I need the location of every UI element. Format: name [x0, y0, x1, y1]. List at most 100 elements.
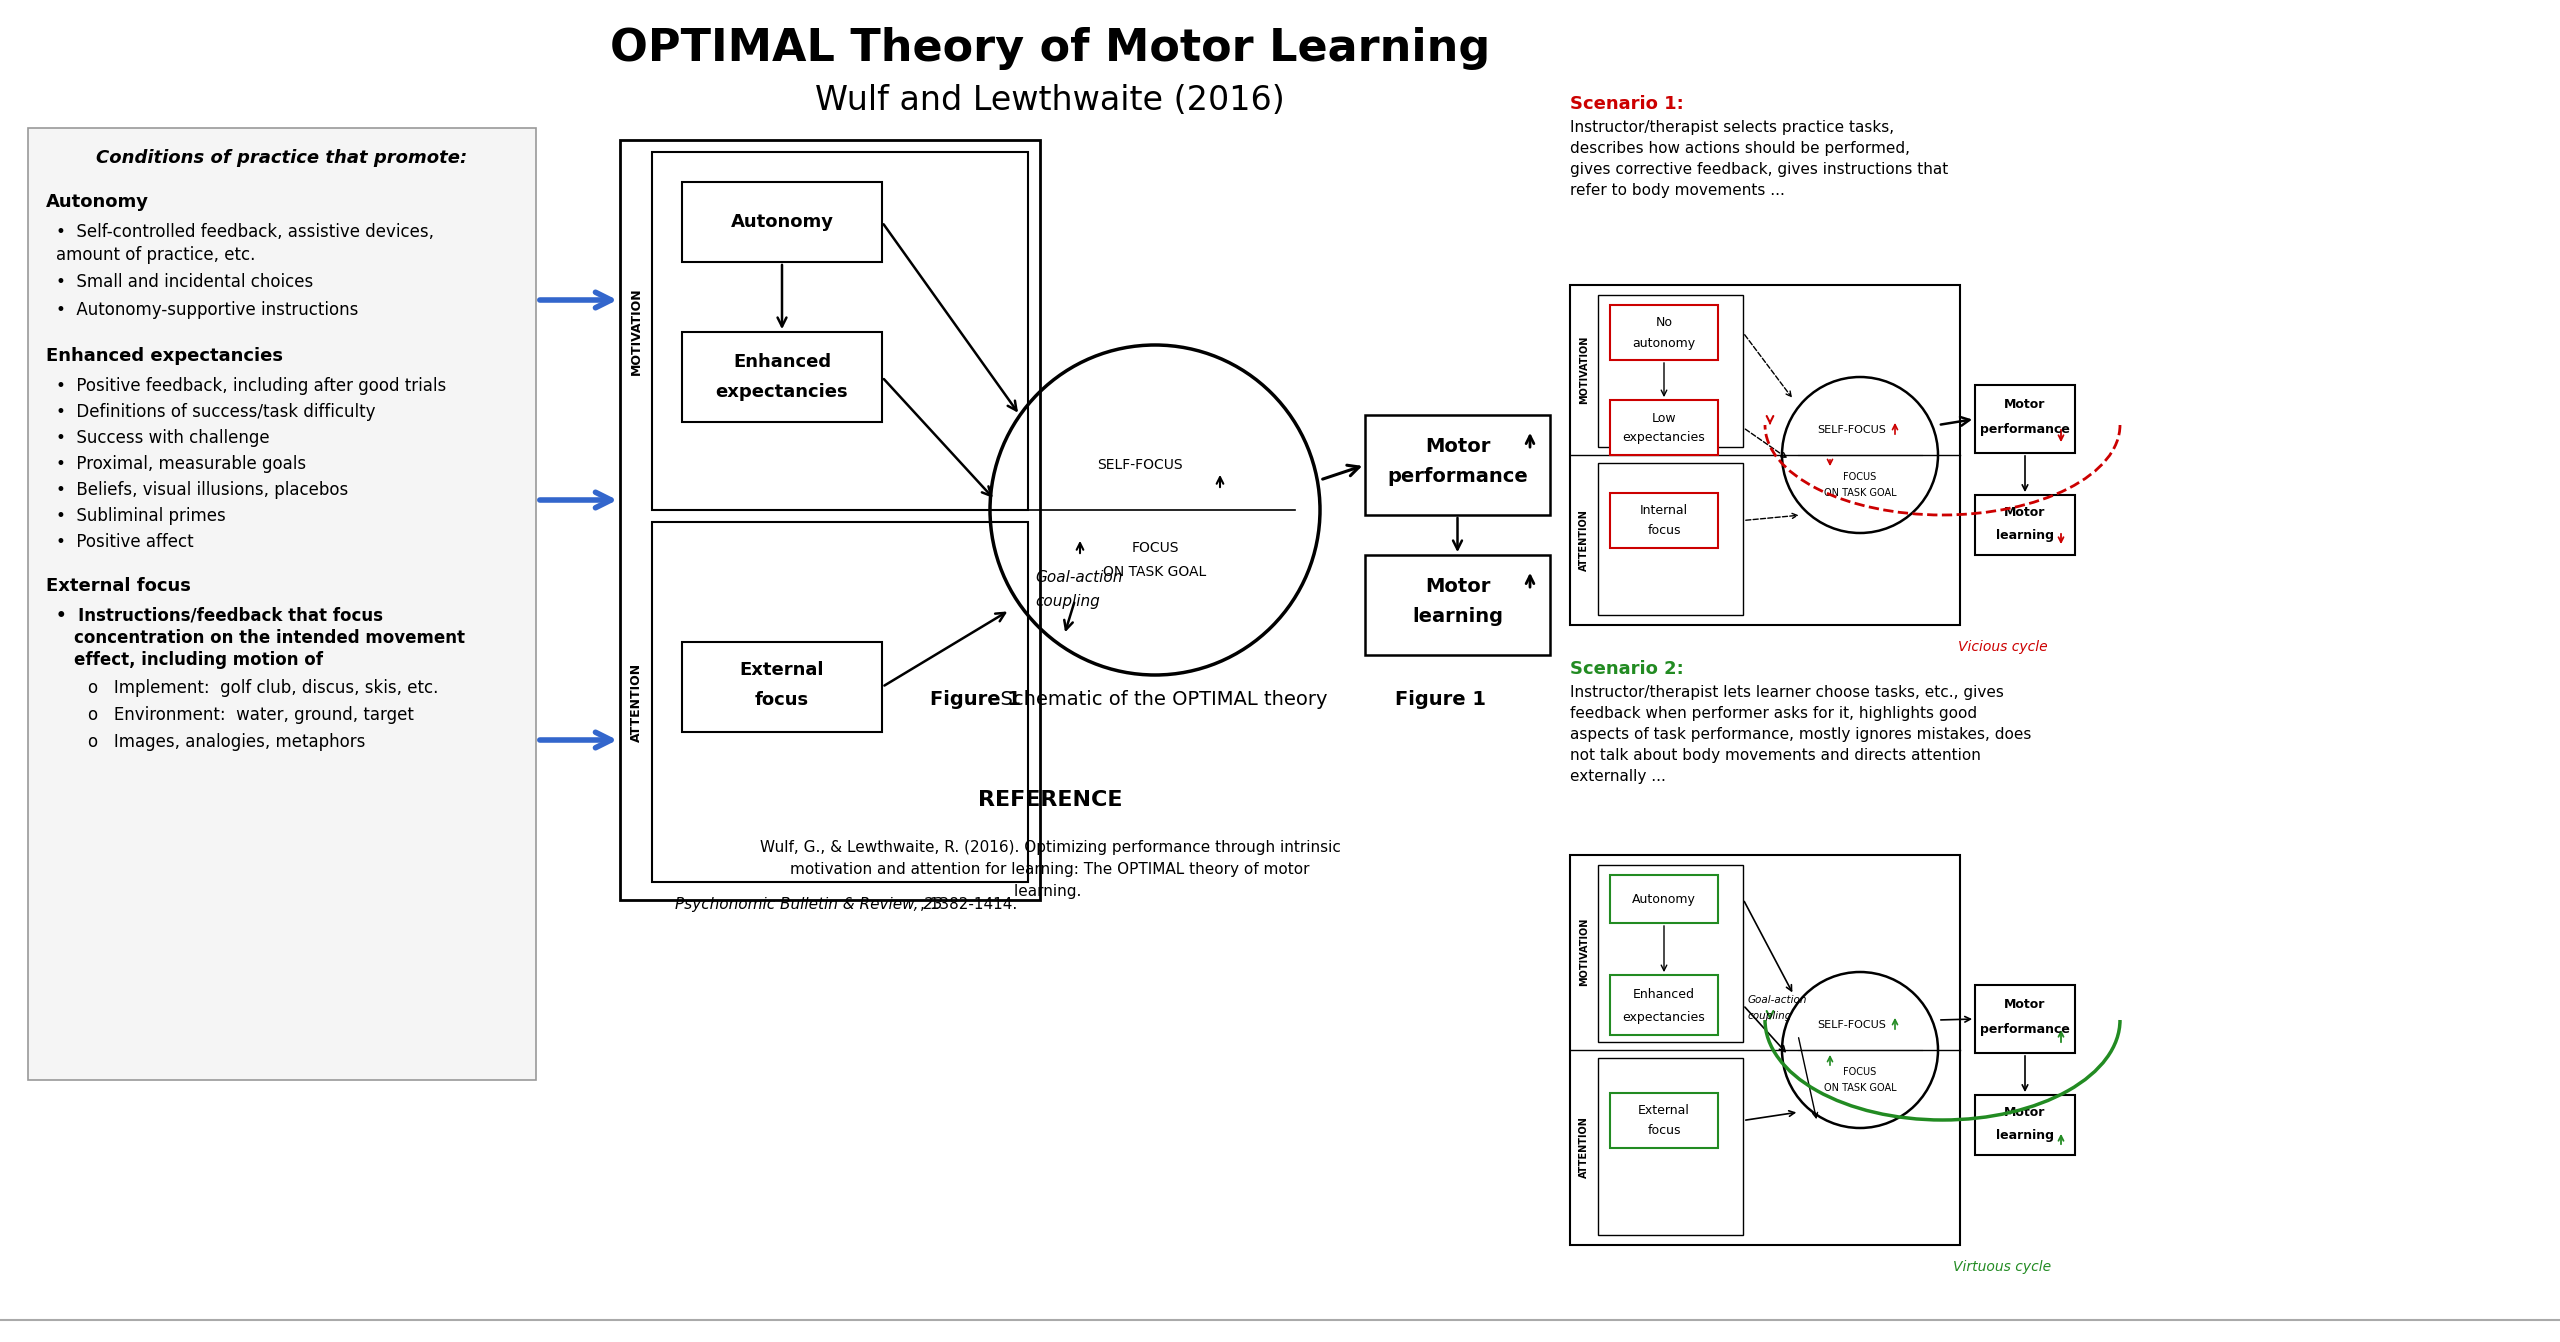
Text: Conditions of practice that promote:: Conditions of practice that promote:	[97, 149, 468, 166]
FancyBboxPatch shape	[1610, 493, 1718, 548]
Text: ON TASK GOAL: ON TASK GOAL	[1823, 1083, 1897, 1092]
Text: FOCUS: FOCUS	[1843, 472, 1876, 482]
Text: •  Small and incidental choices: • Small and incidental choices	[56, 272, 312, 291]
Text: Enhanced expectancies: Enhanced expectancies	[46, 348, 284, 365]
FancyBboxPatch shape	[653, 152, 1029, 510]
Text: Internal: Internal	[1641, 505, 1687, 518]
Text: Goal-action: Goal-action	[1034, 570, 1121, 585]
Text: Scenario 1:: Scenario 1:	[1569, 95, 1684, 113]
Text: Instructor/therapist lets learner choose tasks, etc., gives
feedback when perfor: Instructor/therapist lets learner choose…	[1569, 684, 2033, 784]
FancyBboxPatch shape	[1597, 1057, 1743, 1235]
FancyBboxPatch shape	[1974, 385, 2076, 454]
Text: learning: learning	[1997, 1129, 2053, 1142]
FancyBboxPatch shape	[1569, 285, 1961, 625]
Text: learning: learning	[1997, 529, 2053, 542]
Text: Virtuous cycle: Virtuous cycle	[1953, 1260, 2051, 1274]
FancyBboxPatch shape	[1597, 295, 1743, 447]
Text: focus: focus	[755, 691, 809, 709]
Text: , 1382-1414.: , 1382-1414.	[919, 896, 1016, 913]
Text: Wulf, G., & Lewthwaite, R. (2016). Optimizing performance through intrinsic
moti: Wulf, G., & Lewthwaite, R. (2016). Optim…	[760, 840, 1341, 899]
Text: •  Autonomy-supportive instructions: • Autonomy-supportive instructions	[56, 301, 358, 319]
FancyBboxPatch shape	[28, 127, 535, 1080]
Text: Psychonomic Bulletin & Review, 23: Psychonomic Bulletin & Review, 23	[676, 896, 942, 913]
Text: Figure 1: Figure 1	[1395, 690, 1485, 709]
Text: MOTIVATION: MOTIVATION	[1580, 336, 1590, 404]
Text: OPTIMAL Theory of Motor Learning: OPTIMAL Theory of Motor Learning	[609, 27, 1490, 70]
Text: •  Self-controlled feedback, assistive devices,
amount of practice, etc.: • Self-controlled feedback, assistive de…	[56, 223, 435, 264]
Text: MOTIVATION: MOTIVATION	[1580, 918, 1590, 986]
Text: SELF-FOCUS: SELF-FOCUS	[1098, 458, 1183, 472]
Text: concentration on the intended movement: concentration on the intended movement	[74, 629, 466, 647]
Text: •  Success with challenge: • Success with challenge	[56, 429, 269, 447]
Text: coupling: coupling	[1034, 595, 1101, 609]
FancyBboxPatch shape	[1610, 1092, 1718, 1147]
FancyBboxPatch shape	[681, 641, 883, 731]
Text: REFERENCE: REFERENCE	[978, 790, 1121, 811]
FancyBboxPatch shape	[1364, 556, 1549, 655]
Text: Scenario 2:: Scenario 2:	[1569, 660, 1684, 678]
Text: External: External	[740, 662, 824, 679]
Text: Motor: Motor	[1426, 577, 1490, 596]
Text: •  Subliminal primes: • Subliminal primes	[56, 507, 225, 525]
Text: Motor: Motor	[1426, 437, 1490, 456]
Text: focus: focus	[1646, 1125, 1682, 1138]
Text: Motor: Motor	[2004, 998, 2045, 1012]
Text: expectancies: expectancies	[1623, 1011, 1705, 1024]
Text: performance: performance	[1979, 424, 2071, 436]
Text: External focus: External focus	[46, 577, 192, 595]
Text: ATTENTION: ATTENTION	[630, 663, 643, 742]
Text: coupling: coupling	[1748, 1011, 1792, 1021]
Text: . Schematic of the OPTIMAL theory: . Schematic of the OPTIMAL theory	[988, 690, 1329, 709]
Text: Motor: Motor	[2004, 1107, 2045, 1119]
Text: o   Implement:  golf club, discus, skis, etc.: o Implement: golf club, discus, skis, et…	[87, 679, 438, 696]
Text: Autonomy: Autonomy	[730, 213, 835, 231]
Text: autonomy: autonomy	[1633, 337, 1695, 349]
Text: FOCUS: FOCUS	[1132, 541, 1178, 556]
Text: focus: focus	[1646, 525, 1682, 538]
Text: performance: performance	[1979, 1024, 2071, 1036]
FancyBboxPatch shape	[681, 183, 883, 262]
Text: Autonomy: Autonomy	[46, 193, 148, 211]
FancyBboxPatch shape	[1610, 400, 1718, 455]
Text: Figure 1: Figure 1	[929, 690, 1021, 709]
Text: Motor: Motor	[2004, 399, 2045, 412]
Text: MOTIVATION: MOTIVATION	[630, 287, 643, 374]
Text: •  Beliefs, visual illusions, placebos: • Beliefs, visual illusions, placebos	[56, 480, 348, 499]
FancyBboxPatch shape	[653, 522, 1029, 882]
Text: No: No	[1656, 317, 1672, 330]
FancyBboxPatch shape	[1974, 495, 2076, 556]
Text: performance: performance	[1388, 467, 1528, 487]
Text: learning: learning	[1413, 608, 1503, 627]
Text: •  Proximal, measurable goals: • Proximal, measurable goals	[56, 455, 307, 472]
Text: Instructor/therapist selects practice tasks,
describes how actions should be per: Instructor/therapist selects practice ta…	[1569, 119, 1948, 199]
Text: ATTENTION: ATTENTION	[1580, 1117, 1590, 1178]
Text: expectancies: expectancies	[1623, 432, 1705, 444]
FancyBboxPatch shape	[620, 140, 1039, 900]
Text: FOCUS: FOCUS	[1843, 1067, 1876, 1078]
FancyBboxPatch shape	[1597, 866, 1743, 1041]
Text: Vicious cycle: Vicious cycle	[1958, 640, 2048, 654]
Text: •  Instructions/feedback that focus: • Instructions/feedback that focus	[56, 607, 384, 625]
Text: •  Definitions of success/task difficulty: • Definitions of success/task difficulty	[56, 403, 376, 421]
FancyBboxPatch shape	[1974, 985, 2076, 1053]
FancyBboxPatch shape	[1974, 1095, 2076, 1155]
Text: Enhanced: Enhanced	[1633, 989, 1695, 1001]
Text: ON TASK GOAL: ON TASK GOAL	[1103, 565, 1206, 578]
Text: Motor: Motor	[2004, 506, 2045, 519]
FancyBboxPatch shape	[681, 331, 883, 421]
FancyBboxPatch shape	[1610, 875, 1718, 923]
FancyBboxPatch shape	[1610, 976, 1718, 1035]
Text: Autonomy: Autonomy	[1633, 892, 1695, 906]
FancyBboxPatch shape	[1569, 855, 1961, 1245]
Text: ATTENTION: ATTENTION	[1580, 509, 1590, 570]
Text: o   Images, analogies, metaphors: o Images, analogies, metaphors	[87, 733, 366, 752]
Text: ON TASK GOAL: ON TASK GOAL	[1823, 488, 1897, 498]
FancyBboxPatch shape	[1610, 305, 1718, 360]
Text: •  Positive feedback, including after good trials: • Positive feedback, including after goo…	[56, 377, 445, 395]
Text: expectancies: expectancies	[717, 382, 847, 401]
Text: External: External	[1638, 1104, 1690, 1118]
Text: Low: Low	[1651, 412, 1677, 424]
Text: SELF-FOCUS: SELF-FOCUS	[1818, 425, 1887, 435]
Text: effect, including motion of: effect, including motion of	[74, 651, 323, 670]
FancyBboxPatch shape	[1364, 415, 1549, 515]
